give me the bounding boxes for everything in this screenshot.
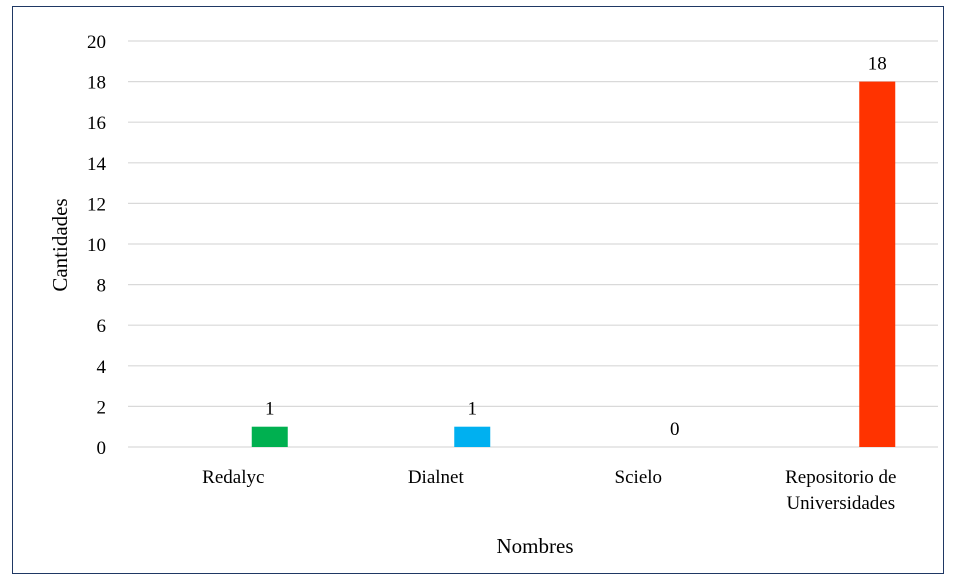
- category-labels: Redalyc Dialnet Scielo Repositorio de Univer…: [202, 467, 896, 514]
- y-tick-label: 20: [87, 32, 106, 53]
- data-labels: 1 1 0 18: [265, 54, 887, 440]
- bars: [251, 81, 896, 447]
- y-tick-label: 4: [97, 357, 107, 378]
- y-tick-label: 10: [87, 235, 106, 256]
- category-label-0: Redalyc: [202, 467, 264, 488]
- x-axis-title: Nombres: [497, 534, 574, 558]
- y-tick-label: 2: [97, 397, 107, 418]
- y-axis-ticks: 0 2 4 6 8 10 12 14 16 18 20: [87, 32, 107, 459]
- y-tick-label: 6: [97, 316, 107, 337]
- y-tick-label: 14: [87, 154, 107, 175]
- y-tick-label: 16: [87, 113, 106, 134]
- gridlines: [128, 40, 938, 448]
- y-tick-label: 8: [97, 276, 107, 297]
- category-label-3: Repositorio de: [785, 467, 896, 488]
- data-label-0: 1: [265, 399, 275, 420]
- y-axis-title: Cantidades: [48, 198, 72, 291]
- bar-3: [859, 81, 896, 447]
- category-label-3: Universidades: [786, 493, 895, 514]
- y-tick-label: 18: [87, 73, 106, 94]
- data-label-3: 18: [868, 54, 887, 75]
- chart-frame: [12, 6, 944, 574]
- bar-0: [251, 426, 288, 447]
- category-label-2: Scielo: [615, 467, 663, 488]
- y-tick-label: 0: [97, 438, 107, 459]
- data-label-2: 0: [670, 419, 680, 440]
- category-label-1: Dialnet: [408, 467, 465, 488]
- y-tick-label: 12: [87, 194, 106, 215]
- data-label-1: 1: [468, 399, 478, 420]
- bar-1: [454, 426, 491, 447]
